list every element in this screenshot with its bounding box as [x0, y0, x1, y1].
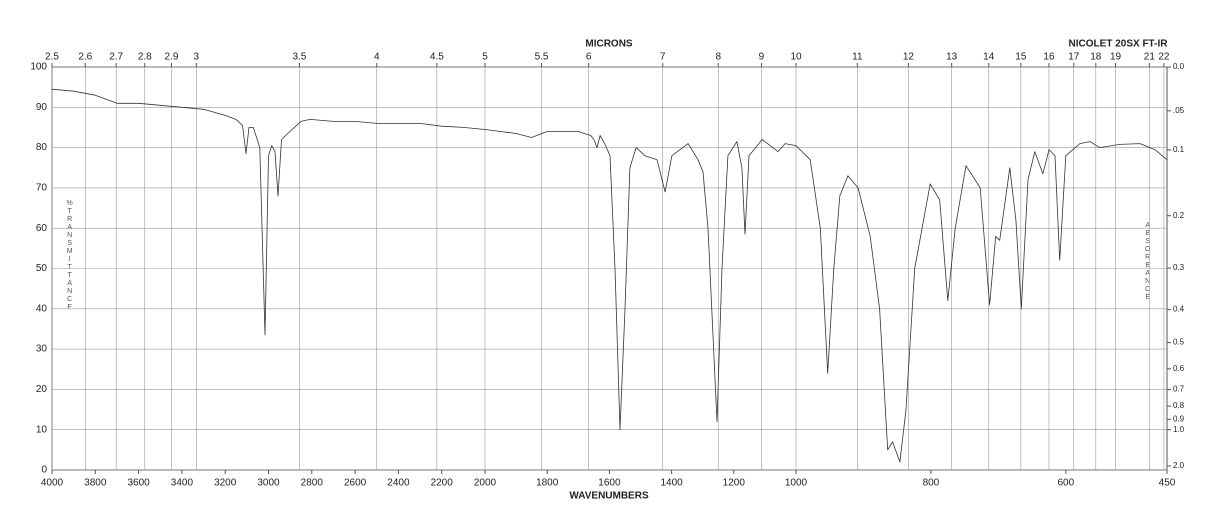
x2-tick-label: 16 [1043, 52, 1055, 63]
y2-tick-label: 2.0 [1173, 461, 1185, 470]
x-tick-label: 1800 [536, 478, 559, 489]
x2-axis-title: MICRONS [585, 39, 633, 50]
y-tick-label: 80 [36, 142, 48, 153]
x2-tick-label: 5.5 [535, 52, 549, 63]
y-tick-label: 0 [41, 465, 47, 476]
x2-tick-label: 19 [1110, 52, 1122, 63]
x2-tick-label: 3 [194, 52, 200, 63]
y-tick-label: 20 [36, 384, 48, 395]
x2-tick-label: 3.5 [292, 52, 306, 63]
x-tick-label: 3600 [127, 478, 150, 489]
x2-tick-label: 18 [1090, 52, 1102, 63]
x-tick-label: 2400 [387, 478, 410, 489]
x2-tick-label: 10 [790, 52, 802, 63]
x-tick-label: 2000 [474, 478, 497, 489]
x2-tick-label: 6 [586, 52, 592, 63]
y-tick-label: 60 [36, 223, 48, 234]
x-tick-label: 2800 [301, 478, 324, 489]
x-tick-label: 4000 [41, 478, 64, 489]
y-tick-label: 50 [36, 263, 48, 274]
spectrum-line [51, 88, 1168, 463]
y2-tick-label: 0.1 [1173, 145, 1185, 154]
x-tick-label: 3200 [214, 478, 237, 489]
x2-tick-label: 12 [903, 52, 915, 63]
x2-tick-label: 15 [1015, 52, 1027, 63]
y2-tick-label: 1.0 [1173, 425, 1185, 434]
x2-tick-label: 2.9 [164, 52, 178, 63]
y-tick-label: 30 [36, 344, 48, 355]
y2-axis-title: ABSORBANCE [1144, 222, 1151, 302]
x2-tick-label: 4.5 [430, 52, 444, 63]
x-tick-label: 600 [1057, 478, 1074, 489]
y2-tick-label: 0.8 [1173, 401, 1185, 410]
x2-tick-label: 14 [983, 52, 995, 63]
x-tick-label: 800 [923, 478, 940, 489]
x2-tick-label: 11 [852, 52, 863, 63]
x-tick-label: 3400 [171, 478, 194, 489]
x2-tick-label: 13 [946, 52, 958, 63]
y-axis-title: %TRANSMITTANCE [66, 200, 73, 312]
x-tick-label: 3800 [84, 478, 107, 489]
x2-tick-label: 17 [1068, 52, 1080, 63]
x2-tick-label: 2.8 [138, 52, 152, 63]
x2-tick-label: 5 [482, 52, 488, 63]
y-tick-label: 40 [36, 303, 48, 314]
y2-tick-label: 0.3 [1173, 263, 1185, 272]
y-tick-label: 10 [36, 424, 48, 435]
x2-tick-label: 9 [759, 52, 765, 63]
x2-tick-label: 2.6 [78, 52, 92, 63]
y2-tick-label: 0.9 [1173, 414, 1185, 423]
y2-tick-label: 0.0 [1173, 62, 1185, 71]
chart-title: NICOLET 20SX FT-IR [1069, 39, 1169, 50]
x2-tick-label: 8 [715, 52, 721, 63]
x-axis-title: WAVENUMBERS [569, 491, 649, 502]
x2-tick-label: 2.7 [109, 52, 123, 63]
y-tick-label: 70 [36, 183, 48, 194]
y2-tick-label: 0.5 [1173, 338, 1185, 347]
y2-tick-label: 0.2 [1173, 211, 1185, 220]
x-tick-label: 1600 [598, 478, 621, 489]
x-tick-label: 1200 [723, 478, 746, 489]
x2-tick-label: 7 [660, 52, 666, 63]
x-tick-label: 1400 [660, 478, 683, 489]
y2-tick-label: 0.7 [1173, 385, 1185, 394]
x2-tick-label: 22 [1158, 52, 1170, 63]
y-tick-label: 100 [30, 62, 47, 73]
y2-tick-label: 0.6 [1173, 364, 1185, 373]
y-tick-label: 90 [36, 102, 48, 113]
x2-tick-label: 2.5 [45, 52, 59, 63]
x-tick-label: 2600 [344, 478, 367, 489]
x-tick-label: 1000 [785, 478, 808, 489]
y2-tick-label: 0.4 [1173, 305, 1185, 314]
x-tick-label: 3000 [257, 478, 280, 489]
x2-tick-label: 4 [374, 52, 380, 63]
x-tick-label: 450 [1159, 478, 1176, 489]
y2-tick-label: .05 [1173, 106, 1185, 115]
x-tick-label: 2200 [431, 478, 454, 489]
x2-tick-label: 21 [1144, 52, 1156, 63]
